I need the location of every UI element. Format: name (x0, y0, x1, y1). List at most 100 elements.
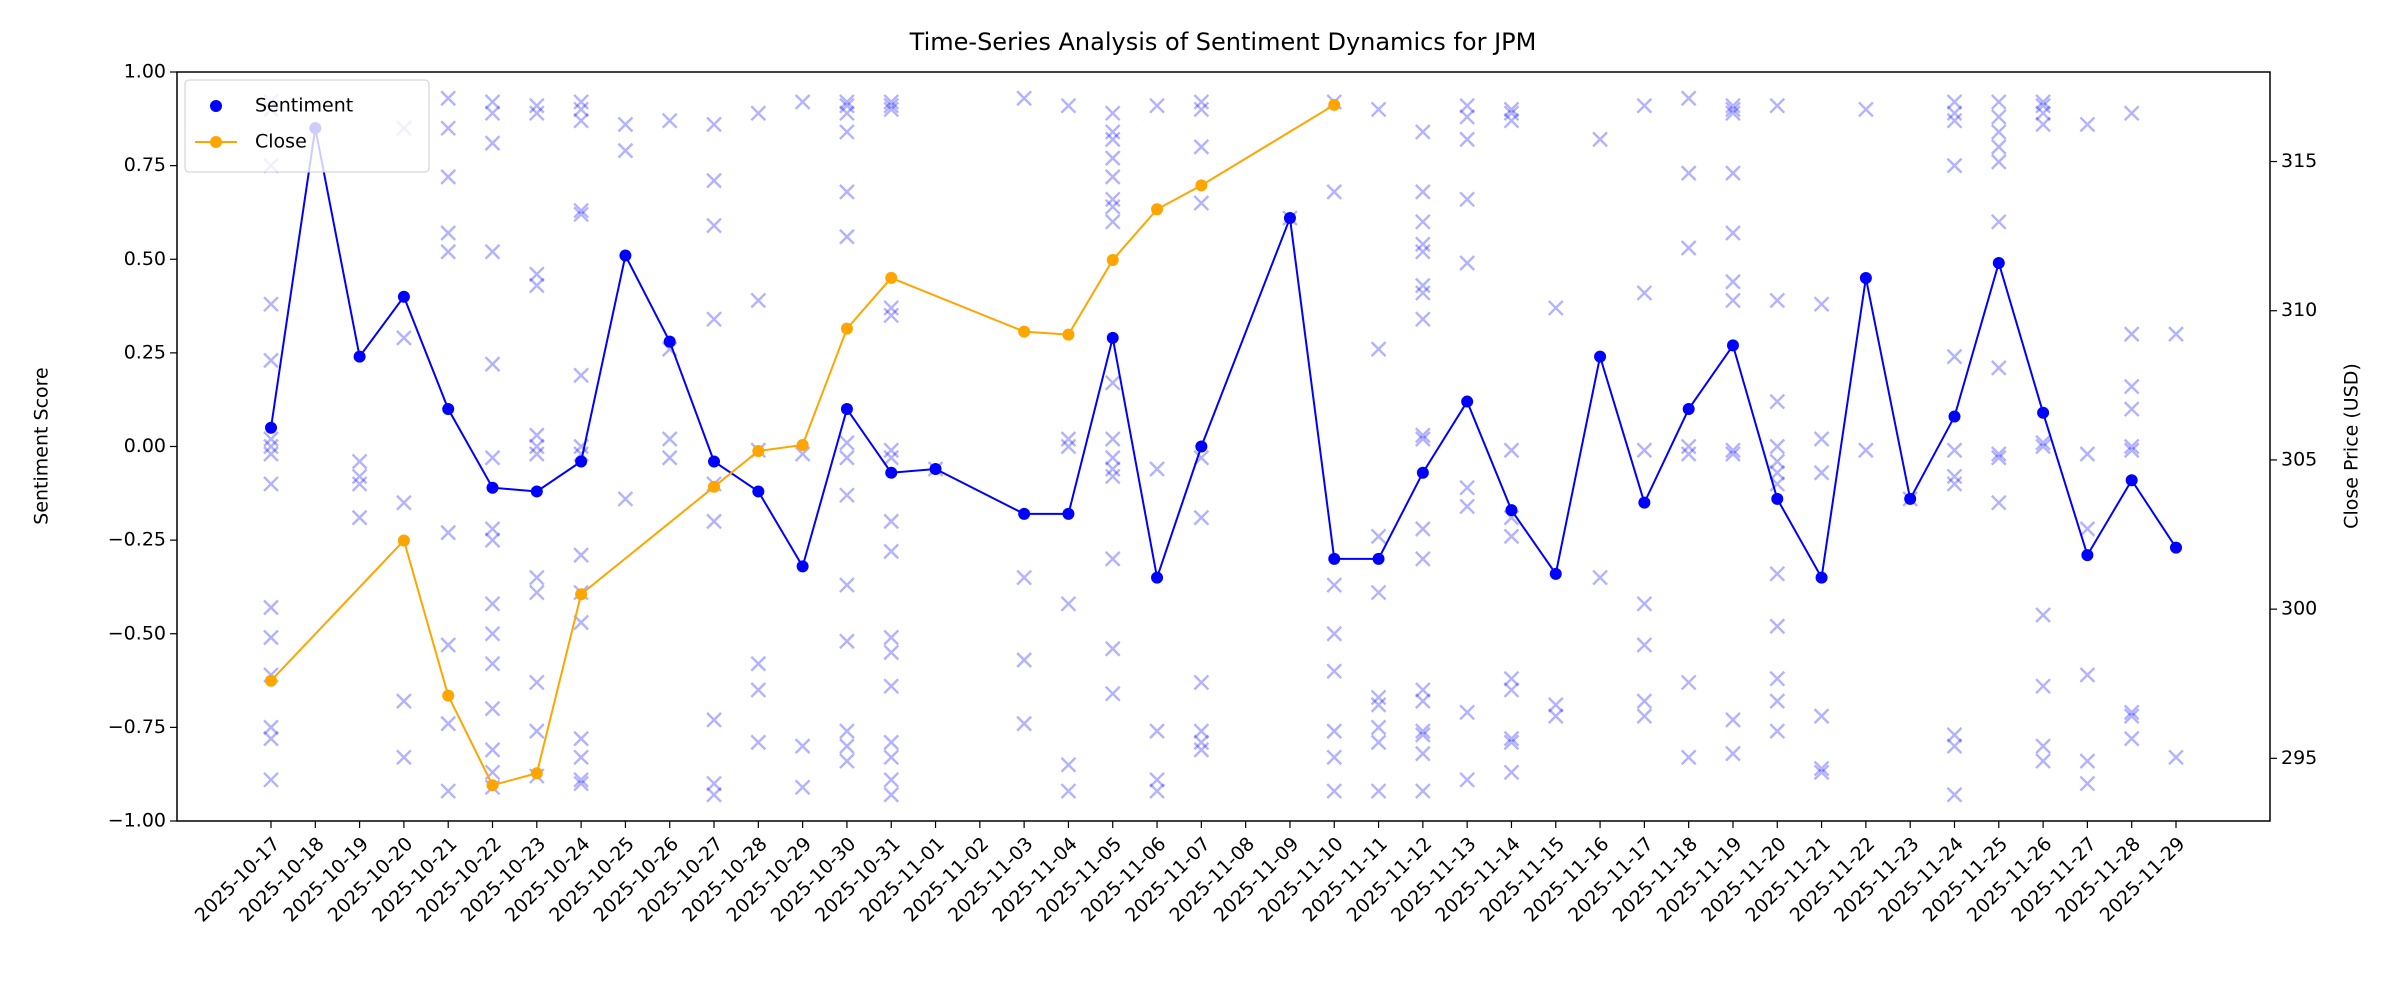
sentiment-point (839, 228, 855, 245)
series-point (1461, 395, 1474, 408)
series-point (1992, 256, 2005, 269)
series-point (1372, 552, 1385, 565)
sentiment-point (1326, 749, 1343, 766)
y2-axis-label: Close Price (USD) (2341, 363, 2363, 529)
series-point (265, 421, 277, 434)
sentiment-point (2035, 97, 2051, 114)
legend-box (184, 79, 430, 173)
sentiment-point (440, 169, 457, 185)
series-point (1726, 339, 1739, 352)
sentiment-point (1104, 461, 1121, 477)
sentiment-point (617, 491, 634, 507)
sentiment-point (1193, 734, 1210, 751)
sentiment-point (839, 753, 855, 769)
sentiment-point (750, 105, 767, 122)
sentiment-point (1104, 431, 1121, 447)
sentiment-point (2079, 521, 2096, 537)
sentiment-point (1858, 442, 1874, 459)
sentiment-point (1459, 771, 1476, 788)
sentiment-point (1016, 715, 1032, 732)
sentiment-point (883, 101, 900, 118)
sentiment-point (351, 468, 368, 485)
sentiment-point (2035, 753, 2051, 769)
series-point (1328, 552, 1341, 565)
sentiment-point (1415, 745, 1431, 762)
sentiment-point (484, 655, 501, 672)
series-point (1505, 504, 1518, 517)
legend-marker (210, 136, 222, 148)
sentiment-point (1725, 745, 1741, 762)
sentiment-point (1016, 90, 1032, 107)
sentiment-point (1415, 723, 1431, 739)
series-point (1195, 179, 1208, 192)
series-point (663, 335, 676, 348)
sentiment-point (1813, 760, 1830, 777)
sentiment-point (528, 674, 545, 691)
sentiment-point (2079, 775, 2096, 792)
sentiment-point (440, 90, 457, 107)
sentiment-point (1503, 670, 1520, 687)
sentiment-point (1636, 285, 1653, 301)
sentiment-point (484, 243, 501, 260)
sentiment-point (2123, 105, 2140, 122)
sentiment-point (1946, 727, 1963, 743)
y2-tick-label: 310 (2281, 299, 2317, 321)
sentiment-point (1725, 101, 1741, 118)
sentiment-point (1016, 652, 1032, 668)
sentiment-point (1060, 438, 1077, 455)
sentiment-point (883, 629, 900, 646)
sentiment-point (396, 494, 412, 511)
sentiment-point (1104, 213, 1121, 230)
sentiment-point (1503, 442, 1520, 459)
series-point (1416, 466, 1429, 479)
series-point (1062, 507, 1075, 520)
sentiment-point (1636, 97, 1653, 114)
sentiment-point (1370, 341, 1387, 357)
sentiment-point (1813, 464, 1830, 481)
sentiment-point (1946, 94, 1963, 110)
sentiment-point (839, 124, 855, 140)
sentiment-point (1415, 521, 1431, 537)
sentiment-point (1725, 446, 1741, 462)
sentiment-point (1415, 311, 1431, 328)
sentiment-point (706, 513, 722, 530)
sentiment-point (528, 266, 545, 283)
sentiment-point (528, 277, 545, 294)
sentiment-point (2123, 704, 2140, 721)
sentiment-point (1149, 97, 1165, 114)
sentiment-point (661, 449, 678, 466)
sentiment-point (839, 183, 855, 200)
legend-marker (210, 100, 222, 112)
sentiment-point (1769, 97, 1786, 114)
y-tick-label: −1.00 (108, 810, 166, 832)
series-point (619, 249, 632, 262)
sentiment-point (839, 577, 855, 593)
sentiment-point (573, 202, 589, 219)
sentiment-point (1946, 786, 1963, 803)
sentiment-point (263, 446, 279, 462)
sentiment-point (440, 637, 457, 653)
legend-label: Sentiment (255, 95, 353, 117)
sentiment-point (484, 521, 501, 537)
sentiment-point (1415, 285, 1431, 301)
sentiment-point (1370, 783, 1387, 799)
series-point (1018, 507, 1031, 520)
sentiment-point (484, 356, 501, 372)
sentiment-point (706, 116, 722, 133)
sentiment-point (396, 693, 412, 710)
sentiment-point (263, 476, 279, 492)
series-point (575, 455, 588, 468)
sentiment-point (1459, 479, 1476, 496)
sentiment-point (883, 786, 900, 803)
sentiment-point (706, 172, 722, 189)
sentiment-point (528, 105, 545, 122)
series-point (353, 350, 366, 363)
sentiment-point (1503, 105, 1520, 122)
sentiment-point (1990, 154, 2007, 170)
sentiment-point (794, 779, 811, 796)
sentiment-point (1326, 783, 1343, 799)
series-point (885, 271, 898, 284)
sentiment-point (396, 749, 412, 766)
sentiment-point (573, 547, 589, 563)
sentiment-point (883, 543, 900, 560)
